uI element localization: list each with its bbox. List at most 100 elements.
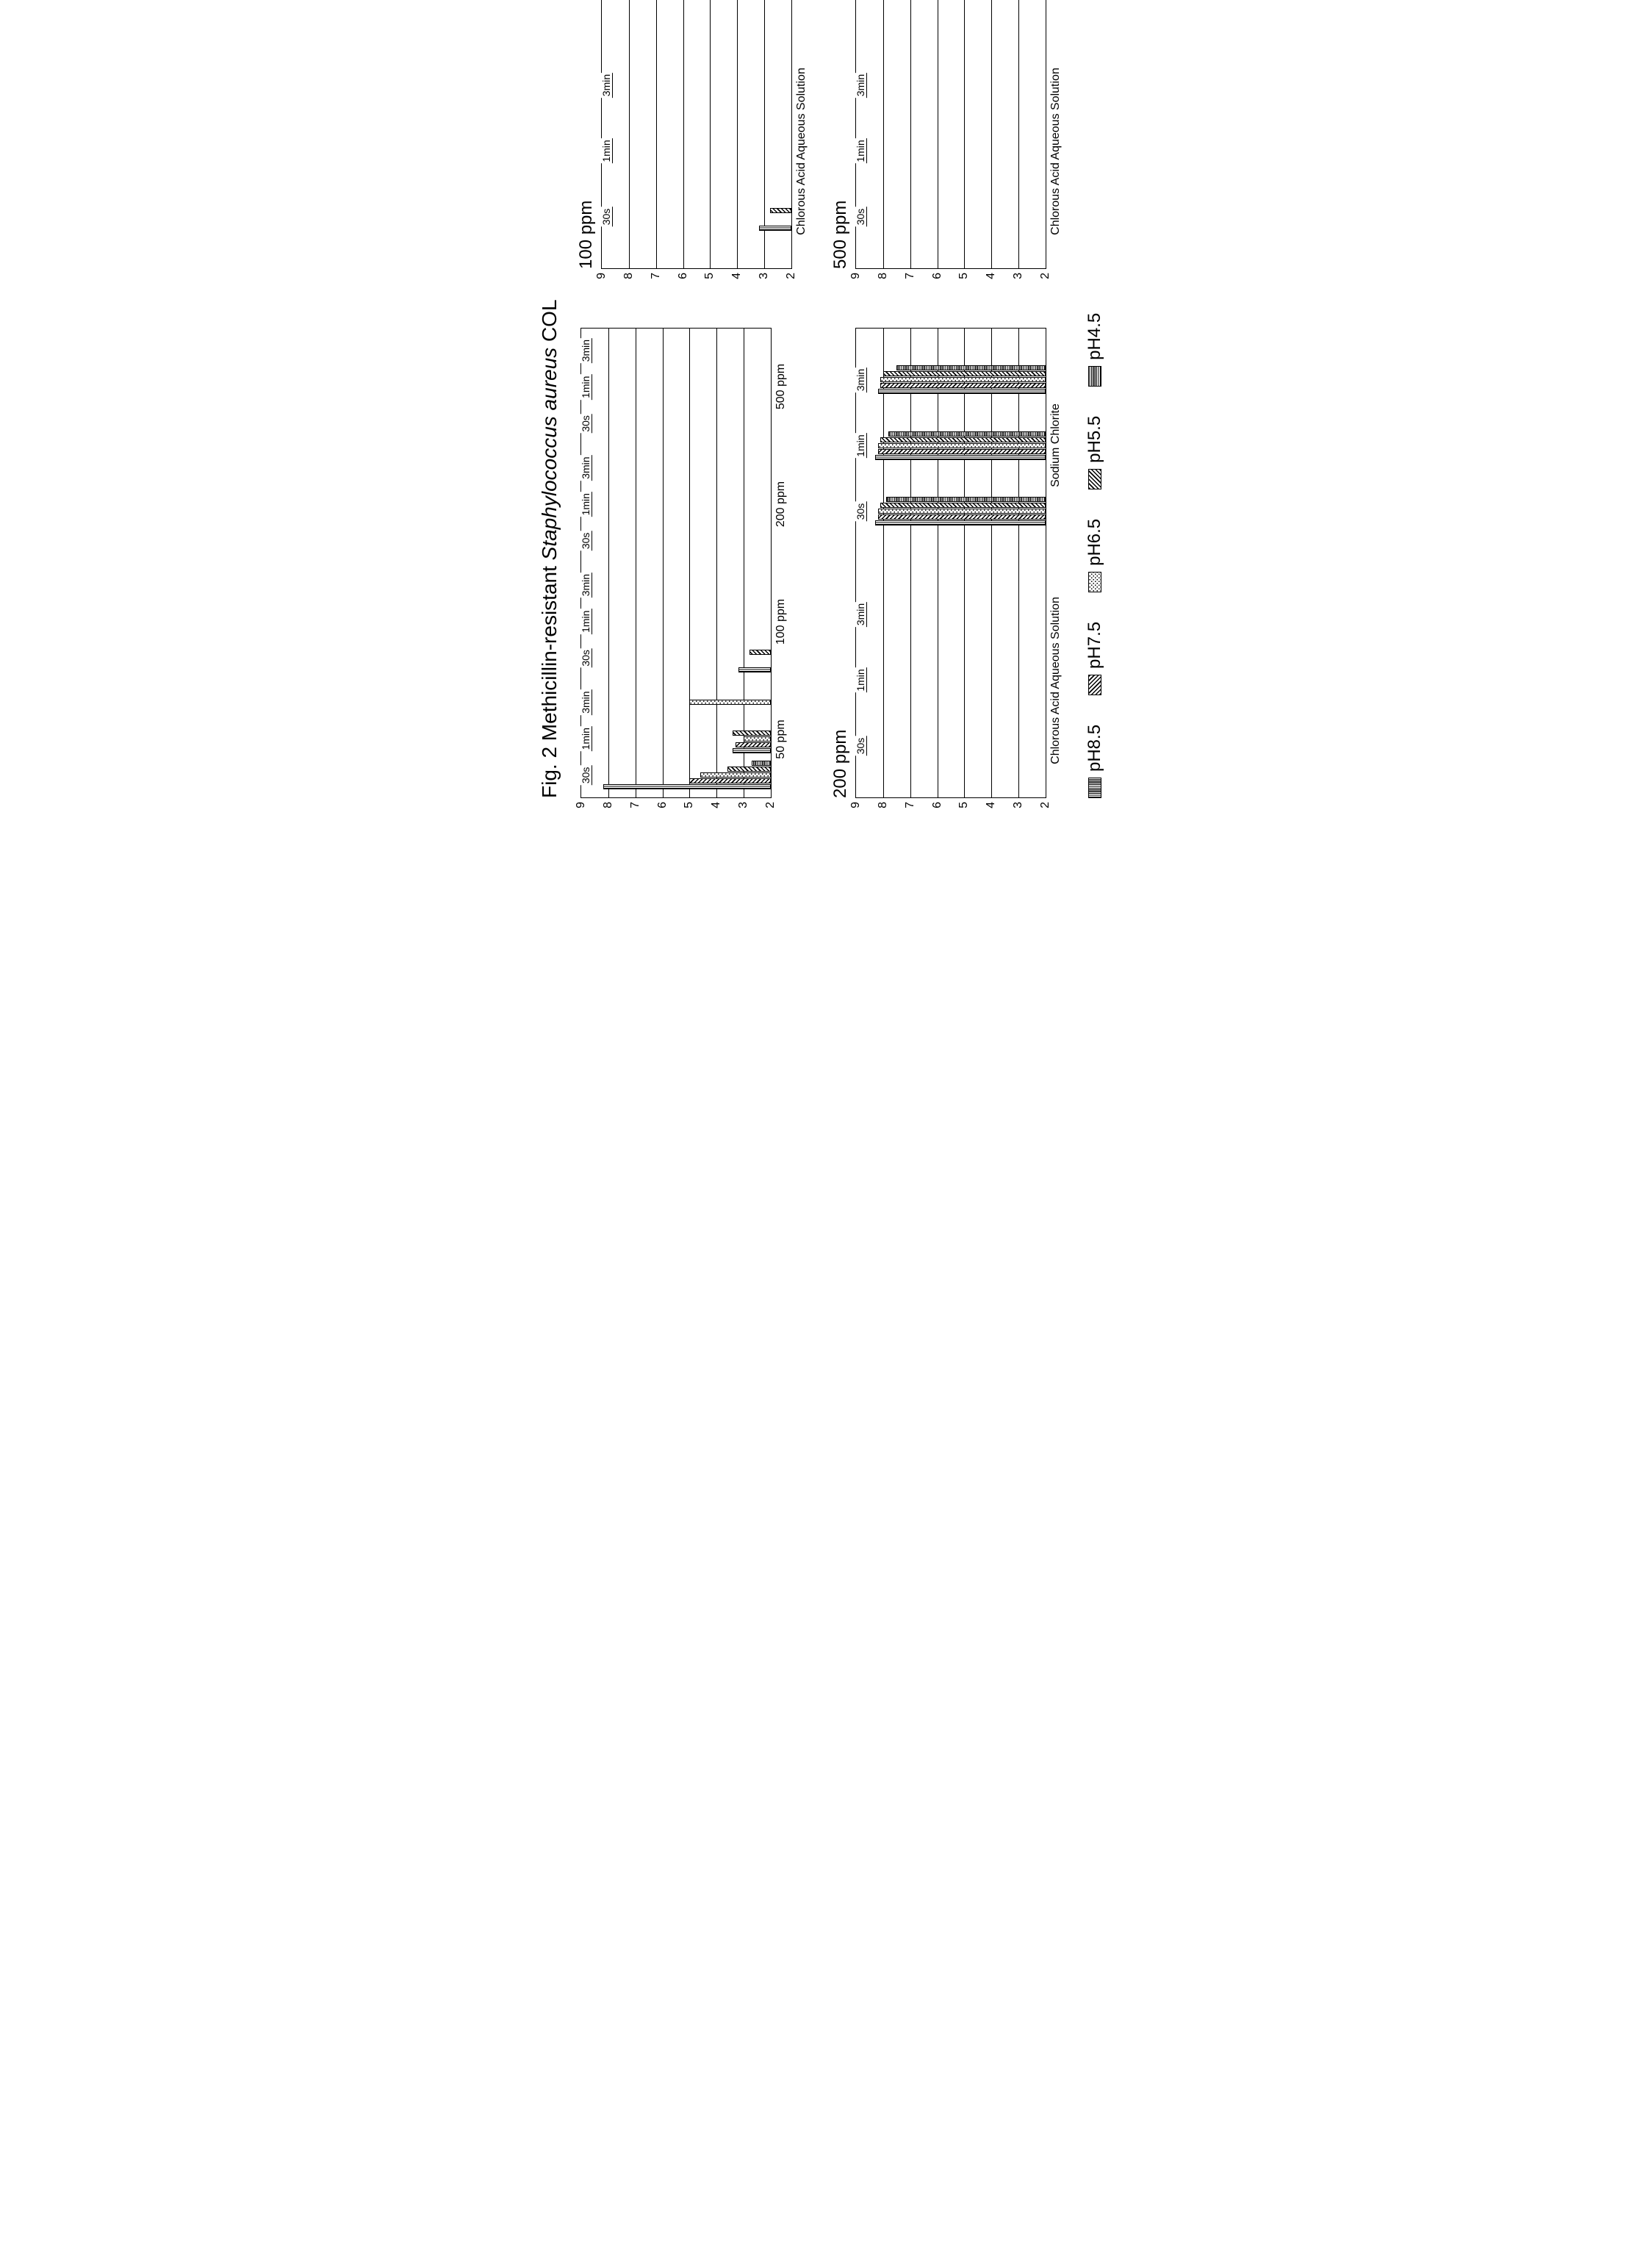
- time-cluster: 3min: [581, 571, 771, 600]
- y-tick-label: 8: [602, 797, 615, 808]
- group-label: 50 ppm: [774, 681, 788, 798]
- y-tick-label: 5: [703, 268, 716, 279]
- plot-area: 30s 1min 3min30s 1min 3min: [602, 0, 791, 268]
- time-label: 30s: [855, 736, 867, 756]
- bar-ph45: [752, 761, 771, 766]
- y-tick-label: 5: [957, 268, 971, 279]
- title-prefix: Methicillin-resistant: [538, 560, 561, 741]
- chart-panel: 2345678930s1min3min30s1min3min30s1min3mi…: [576, 328, 808, 828]
- time-cluster: 3min: [581, 337, 771, 365]
- bar-ph65: [880, 378, 1046, 383]
- legend-swatch: [1088, 572, 1101, 592]
- time-label: 3min: [855, 602, 867, 627]
- time-cluster: 1min: [581, 490, 771, 519]
- time-label: 1min: [855, 667, 867, 692]
- bar-ph45: [896, 366, 1046, 371]
- time-label: 1min: [580, 375, 592, 400]
- time-label: 3min: [580, 338, 592, 363]
- legend: pH8.5pH7.5pH6.5pH5.5pH4.5: [1085, 0, 1105, 828]
- bar-ph85: [733, 748, 771, 753]
- fig-label: Fig. 2: [538, 747, 561, 798]
- time-label: 30s: [580, 531, 592, 551]
- legend-item: pH4.5: [1085, 313, 1105, 387]
- time-label: 3min: [580, 689, 592, 714]
- time-cluster: 1min: [856, 666, 1046, 695]
- y-tick-label: 6: [677, 268, 690, 279]
- time-label: 1min: [580, 492, 592, 517]
- y-tick-label: 7: [650, 268, 663, 279]
- legend-label: pH7.5: [1085, 622, 1105, 669]
- legend-label: pH5.5: [1085, 416, 1105, 463]
- chart-area: 2345678930s1min3min30s1min3min30s1min3mi…: [580, 328, 772, 798]
- y-tick-label: 9: [575, 797, 588, 808]
- legend-item: pH7.5: [1085, 622, 1105, 695]
- legend-label: pH4.5: [1085, 313, 1105, 360]
- y-tick-label: 6: [931, 797, 944, 808]
- y-tick-label: 9: [849, 268, 863, 279]
- time-cluster: 30s: [581, 761, 771, 789]
- chart-area: 2345678930s1min3min30s1min3min: [855, 328, 1046, 798]
- bar-ph55: [880, 437, 1046, 442]
- time-cluster: 1min: [581, 725, 771, 753]
- time-label: 1min: [580, 609, 592, 634]
- y-tick-label: 7: [904, 268, 917, 279]
- y-tick-label: 5: [683, 797, 696, 808]
- title-species: Staphylococcus aureus: [538, 348, 561, 561]
- title-suffix: COL: [538, 299, 561, 347]
- bar-ph45: [888, 431, 1046, 437]
- y-tick-label: 6: [931, 268, 944, 279]
- bar-ph55: [883, 372, 1046, 377]
- y-tick-label: 3: [758, 268, 771, 279]
- time-cluster: 1min: [856, 431, 1046, 460]
- legend-item: pH5.5: [1085, 416, 1105, 489]
- chart-group: 30s 1min 3min: [602, 34, 791, 268]
- time-cluster: 30s: [581, 644, 771, 672]
- panel-title: 200 ppm: [830, 328, 851, 828]
- time-label: 3min: [855, 367, 867, 392]
- group-label: Chlorous Acid Aqueous Solution: [1049, 563, 1063, 798]
- y-tick-label: 3: [1012, 797, 1025, 808]
- time-label: 1min: [855, 433, 867, 458]
- time-label: 30s: [580, 414, 592, 434]
- legend-swatch: [1088, 778, 1101, 798]
- bar-ph55: [727, 767, 771, 772]
- panel-grid: 2345678930s1min3min30s1min3min30s1min3mi…: [576, 0, 1063, 828]
- group-label: Chlorous Acid Aqueous Solution: [1049, 34, 1063, 269]
- bar-ph65: [744, 736, 771, 742]
- chart-group: 30s 1min 3min: [856, 329, 1046, 563]
- time-cluster: 30s: [856, 203, 1046, 232]
- time-cluster: 30s: [856, 498, 1046, 526]
- bar-ph85: [878, 390, 1046, 395]
- time-label: 3min: [600, 73, 613, 98]
- time-label: 30s: [580, 648, 592, 668]
- y-tick-label: 4: [730, 268, 744, 279]
- panel-title: 500 ppm: [830, 0, 851, 298]
- time-cluster: 3min: [856, 366, 1046, 395]
- x-axis-labels: Chlorous Acid Aqueous SolutionSodium Chl…: [1049, 328, 1063, 798]
- time-cluster: 3min: [581, 453, 771, 482]
- time-cluster: 30s: [602, 203, 791, 232]
- y-tick-label: 4: [985, 268, 998, 279]
- y-tick-label: 5: [957, 797, 971, 808]
- group-label: Sodium Chlorite: [1049, 328, 1063, 563]
- time-cluster: 3min: [581, 688, 771, 717]
- bar-ph85: [603, 784, 772, 789]
- time-cluster: 30s: [581, 409, 771, 438]
- bar-ph65: [878, 443, 1046, 448]
- time-label: 30s: [600, 207, 613, 227]
- legend-label: pH8.5: [1085, 725, 1105, 772]
- plot-area: 30s1min3min30s1min3min: [856, 0, 1046, 268]
- time-cluster: 1min: [581, 607, 771, 636]
- x-axis-labels: Chlorous Acid Aqueous SolutionSodium Chl…: [795, 0, 808, 269]
- chart-area: 2345678930s1min3min30s1min3min: [601, 0, 792, 269]
- time-label: 1min: [600, 138, 613, 163]
- time-cluster: 1min: [602, 137, 791, 165]
- y-tick-label: 8: [877, 797, 890, 808]
- y-tick-label: 3: [1012, 268, 1025, 279]
- chart-group: 30s 1min 3min: [581, 329, 771, 446]
- bar-ph75: [736, 742, 771, 747]
- time-label: 30s: [855, 502, 867, 522]
- bar-ph45: [886, 498, 1046, 503]
- time-cluster: 30s: [856, 732, 1046, 761]
- plot-area: 30s 1min 3min 30s 1min 3min 30s 1min 3min 30s 1min…: [581, 329, 771, 797]
